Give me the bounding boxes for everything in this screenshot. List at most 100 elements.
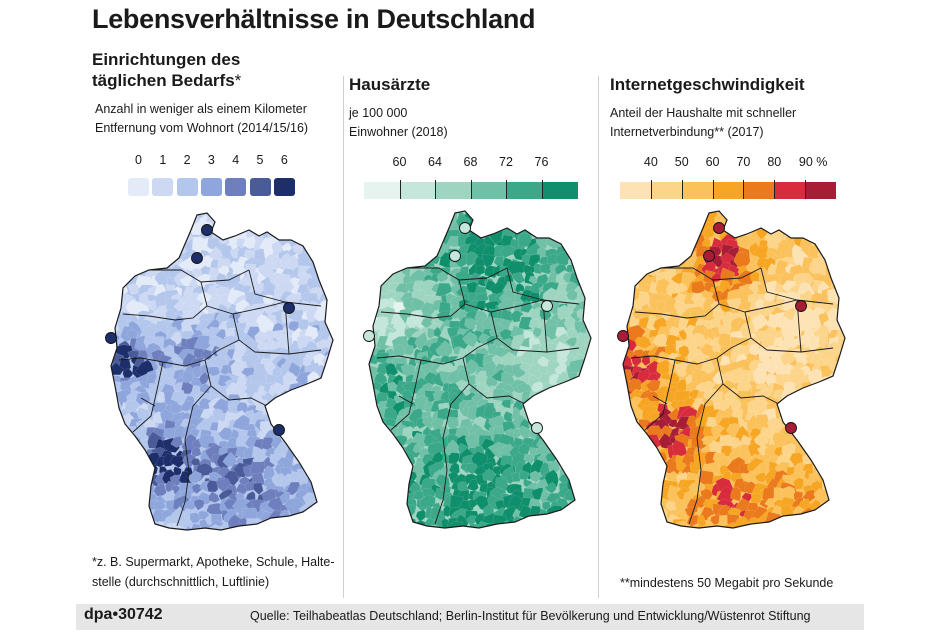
- legend-swatch: [681, 182, 714, 199]
- legend-label: 2: [183, 153, 191, 167]
- panel-1-title-mark: *: [234, 71, 242, 90]
- city-state-region: [795, 300, 807, 312]
- legend-swatch: [249, 178, 271, 196]
- dpa-logo: dpa•30742: [84, 606, 163, 623]
- legend-swatch: [152, 178, 174, 196]
- panel-2-desc-line-2: Einwohner (2018): [349, 125, 448, 139]
- legend-swatch: [176, 178, 198, 196]
- panel-1-legend-labels: 0 1 2 3 4 5 6: [0, 153, 951, 171]
- state-border: [122, 281, 208, 321]
- legend-tick: [506, 180, 507, 199]
- panel-1-description: Anzahl in weniger als einem Kilometer En…: [95, 100, 308, 138]
- panel-3-desc-line-2: Internetverbindung** (2017): [610, 125, 764, 139]
- state-border: [140, 397, 156, 407]
- legend-swatch: [620, 182, 652, 199]
- panel-3-footnote: **mindestens 50 Megabit pro Sekunde: [620, 576, 834, 590]
- city-state-region: [785, 422, 797, 434]
- state-border: [206, 301, 322, 315]
- legend-swatch: [805, 182, 837, 199]
- panel-3-legend: [0, 180, 951, 200]
- panel-1-title-line-2: täglichen Bedarfs*: [92, 71, 242, 90]
- panel-1-legend: [0, 178, 951, 196]
- state-border: [744, 311, 834, 353]
- panel-3-legend-labels: 40 50 60 70 80 90 %: [0, 155, 951, 173]
- legend-swatch: [712, 182, 744, 199]
- legend-swatch: [200, 178, 222, 196]
- legend-tick: [435, 180, 436, 199]
- legend-label: 40: [643, 155, 658, 169]
- legend-label: 60: [705, 155, 720, 169]
- city-state-region: [191, 252, 203, 264]
- legend-label: 90 %: [798, 155, 828, 169]
- city-state-region: [105, 332, 117, 344]
- legend-tick: [541, 180, 543, 199]
- source-note: Quelle: Teilhabeatlas Deutschland; Berli…: [250, 609, 811, 623]
- legend-label: 0: [135, 153, 142, 167]
- legend-label: 1: [159, 153, 167, 167]
- legend-swatch: [470, 182, 507, 199]
- legend-label: 3: [207, 153, 215, 167]
- legend-tick: [743, 180, 745, 199]
- legend-label: 4: [232, 153, 240, 167]
- legend-label: 50: [674, 155, 689, 169]
- city-state-region: [363, 330, 375, 342]
- panel-divider: [343, 76, 344, 598]
- footer-bar: [76, 604, 864, 630]
- panel-1-footnote: *z. B. Supermarkt, Apotheke, Schule, Hal…: [92, 552, 334, 592]
- city-state-region: [449, 250, 461, 262]
- city-state-region: [459, 222, 471, 234]
- city-state-region: [541, 300, 553, 312]
- legend-swatch: [650, 182, 683, 199]
- panel-3-title: Internetgeschwindigkeit: [610, 75, 805, 94]
- state-border: [376, 337, 498, 365]
- legend-tick: [650, 180, 652, 199]
- legend-tick: [712, 180, 714, 199]
- legend-label: 76: [534, 155, 549, 169]
- state-border: [716, 357, 780, 405]
- panel-2-legend-labels: 60 64 68 72 76: [0, 155, 951, 173]
- legend-tick: [681, 180, 683, 199]
- panel-3-desc-line-1: Anteil der Haushalte mit schneller: [610, 106, 797, 120]
- state-border: [506, 267, 544, 301]
- city-state-region: [703, 250, 715, 262]
- state-border: [490, 311, 580, 353]
- panel-1-desc-line-1: Anzahl in weniger als einem Kilometer: [95, 102, 307, 116]
- panel-2-description: je 100 000 Einwohner (2018): [349, 104, 448, 142]
- legend-tick: [470, 180, 472, 199]
- state-border: [118, 339, 240, 367]
- state-border: [380, 279, 466, 319]
- page-title: Lebensverhältnisse in Deutschland: [92, 4, 536, 34]
- state-border: [390, 359, 422, 431]
- state-border: [204, 359, 268, 407]
- legend-swatch: [541, 182, 578, 199]
- city-state-region: [531, 422, 543, 434]
- germany-map-facilities: [105, 212, 334, 531]
- state-border: [464, 299, 580, 313]
- legend-swatch: [225, 178, 247, 196]
- state-border: [630, 337, 752, 365]
- state-border: [718, 299, 834, 313]
- germany-map-internet: [617, 210, 846, 529]
- panel-2-desc-line-1: je 100 000: [349, 106, 408, 120]
- state-border: [176, 385, 212, 527]
- legend-label: 68: [463, 155, 478, 169]
- district-cells: [623, 211, 845, 528]
- state-border: [462, 357, 526, 405]
- legend-swatch: [399, 182, 436, 199]
- legend-swatch: [128, 178, 149, 196]
- legend-swatch: [743, 182, 775, 199]
- panel-3-description: Anteil der Haushalte mit schneller Inter…: [610, 104, 796, 142]
- panel-1-footnote-line-1: *z. B. Supermarkt, Apotheke, Schule, Hal…: [92, 555, 335, 569]
- city-state-region: [273, 424, 285, 436]
- state-border: [760, 267, 798, 301]
- state-border: [634, 279, 720, 319]
- legend-swatch: [364, 182, 400, 199]
- legend-tick: [399, 180, 401, 199]
- legend-label: 60: [392, 155, 407, 169]
- panel-divider: [598, 76, 599, 598]
- legend-label: 80: [767, 155, 782, 169]
- city-state-region: [201, 224, 213, 236]
- legend-label: 64: [428, 155, 442, 169]
- panel-1-footnote-line-2: stelle (durchschnittlich, Luftlinie): [92, 575, 270, 589]
- district-cells: [369, 211, 591, 528]
